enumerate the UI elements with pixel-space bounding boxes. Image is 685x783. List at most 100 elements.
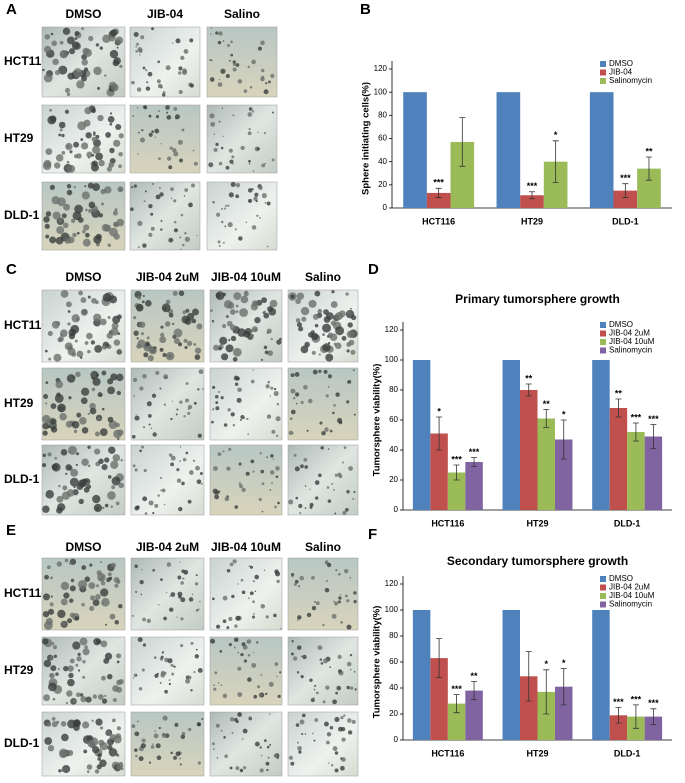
sphere	[71, 41, 80, 50]
sphere	[158, 726, 161, 730]
sphere	[223, 736, 226, 739]
sphere	[92, 494, 101, 504]
sphere	[133, 184, 137, 188]
sphere	[230, 53, 234, 57]
sphere	[152, 568, 156, 572]
sphere	[59, 128, 63, 132]
sphere	[56, 507, 63, 514]
sphere	[113, 57, 121, 65]
sphere	[214, 494, 220, 500]
sphere	[50, 595, 53, 598]
sphere	[313, 739, 316, 742]
sphere	[190, 689, 193, 692]
sphere	[195, 648, 198, 651]
micrograph-background	[206, 26, 278, 98]
sphere	[148, 232, 153, 238]
sphere	[239, 484, 243, 489]
sphere	[115, 123, 122, 131]
sphere	[48, 682, 57, 692]
sphere	[67, 678, 75, 687]
sphere	[180, 734, 186, 740]
sphere	[43, 45, 52, 54]
sphere	[245, 471, 250, 476]
sphere	[80, 297, 87, 303]
sphere	[99, 576, 104, 581]
sphere	[257, 131, 259, 134]
sphere	[327, 332, 334, 338]
sphere	[170, 592, 176, 597]
panel-label: C	[6, 261, 17, 278]
sphere	[252, 615, 256, 619]
sphere	[169, 595, 171, 597]
sphere	[215, 624, 221, 629]
sphere	[196, 235, 198, 237]
micrograph	[130, 289, 205, 363]
sphere	[309, 678, 313, 682]
sphere	[77, 121, 87, 131]
sphere	[235, 310, 239, 314]
sphere	[245, 221, 248, 223]
sphere	[101, 223, 110, 232]
sphere	[101, 506, 105, 510]
sphere	[340, 765, 345, 771]
sphere	[269, 299, 278, 308]
row-label: HCT116	[4, 318, 48, 332]
sphere	[295, 318, 301, 323]
sphere	[158, 604, 160, 606]
sphere	[340, 715, 344, 720]
sphere	[153, 733, 159, 739]
sphere	[85, 232, 90, 238]
error-bar	[525, 383, 532, 397]
sphere	[271, 482, 273, 484]
sphere	[81, 387, 90, 396]
sphere	[178, 66, 183, 71]
sphere	[254, 574, 259, 580]
sphere	[229, 324, 236, 331]
sphere	[313, 600, 317, 603]
sphere	[59, 40, 64, 45]
sphere	[295, 298, 301, 305]
sphere	[187, 727, 192, 732]
sphere	[51, 717, 56, 721]
sphere	[182, 310, 187, 315]
sphere	[93, 503, 103, 513]
significance-label: **	[615, 388, 623, 398]
sphere	[218, 120, 221, 123]
sphere	[228, 192, 234, 198]
sphere	[131, 724, 136, 729]
sphere	[160, 332, 165, 337]
sphere	[43, 73, 53, 83]
sphere	[295, 496, 299, 500]
sphere	[330, 320, 337, 326]
sphere	[43, 216, 50, 223]
sphere	[263, 569, 266, 571]
micrograph	[129, 181, 201, 251]
legend-label: Salinomycin	[609, 600, 652, 609]
sphere	[153, 656, 157, 659]
sphere	[235, 304, 239, 308]
sphere	[296, 671, 300, 674]
sphere	[137, 220, 143, 226]
sphere	[347, 730, 353, 735]
sphere	[218, 244, 221, 248]
sphere	[346, 349, 350, 353]
sphere	[93, 638, 101, 646]
sphere	[141, 300, 145, 304]
sphere	[137, 131, 140, 134]
sphere	[101, 344, 108, 350]
column-header: Salino	[305, 270, 341, 284]
sphere	[135, 413, 137, 416]
sphere	[70, 218, 76, 224]
sphere	[160, 655, 164, 659]
sphere	[177, 591, 183, 597]
sphere	[213, 684, 215, 687]
sphere	[133, 316, 137, 320]
sphere	[92, 377, 101, 386]
sphere	[89, 402, 96, 410]
sphere	[146, 401, 152, 407]
sphere	[137, 246, 140, 249]
sphere	[50, 403, 57, 409]
sphere	[322, 333, 325, 337]
sphere	[227, 302, 235, 309]
sphere	[73, 185, 77, 189]
